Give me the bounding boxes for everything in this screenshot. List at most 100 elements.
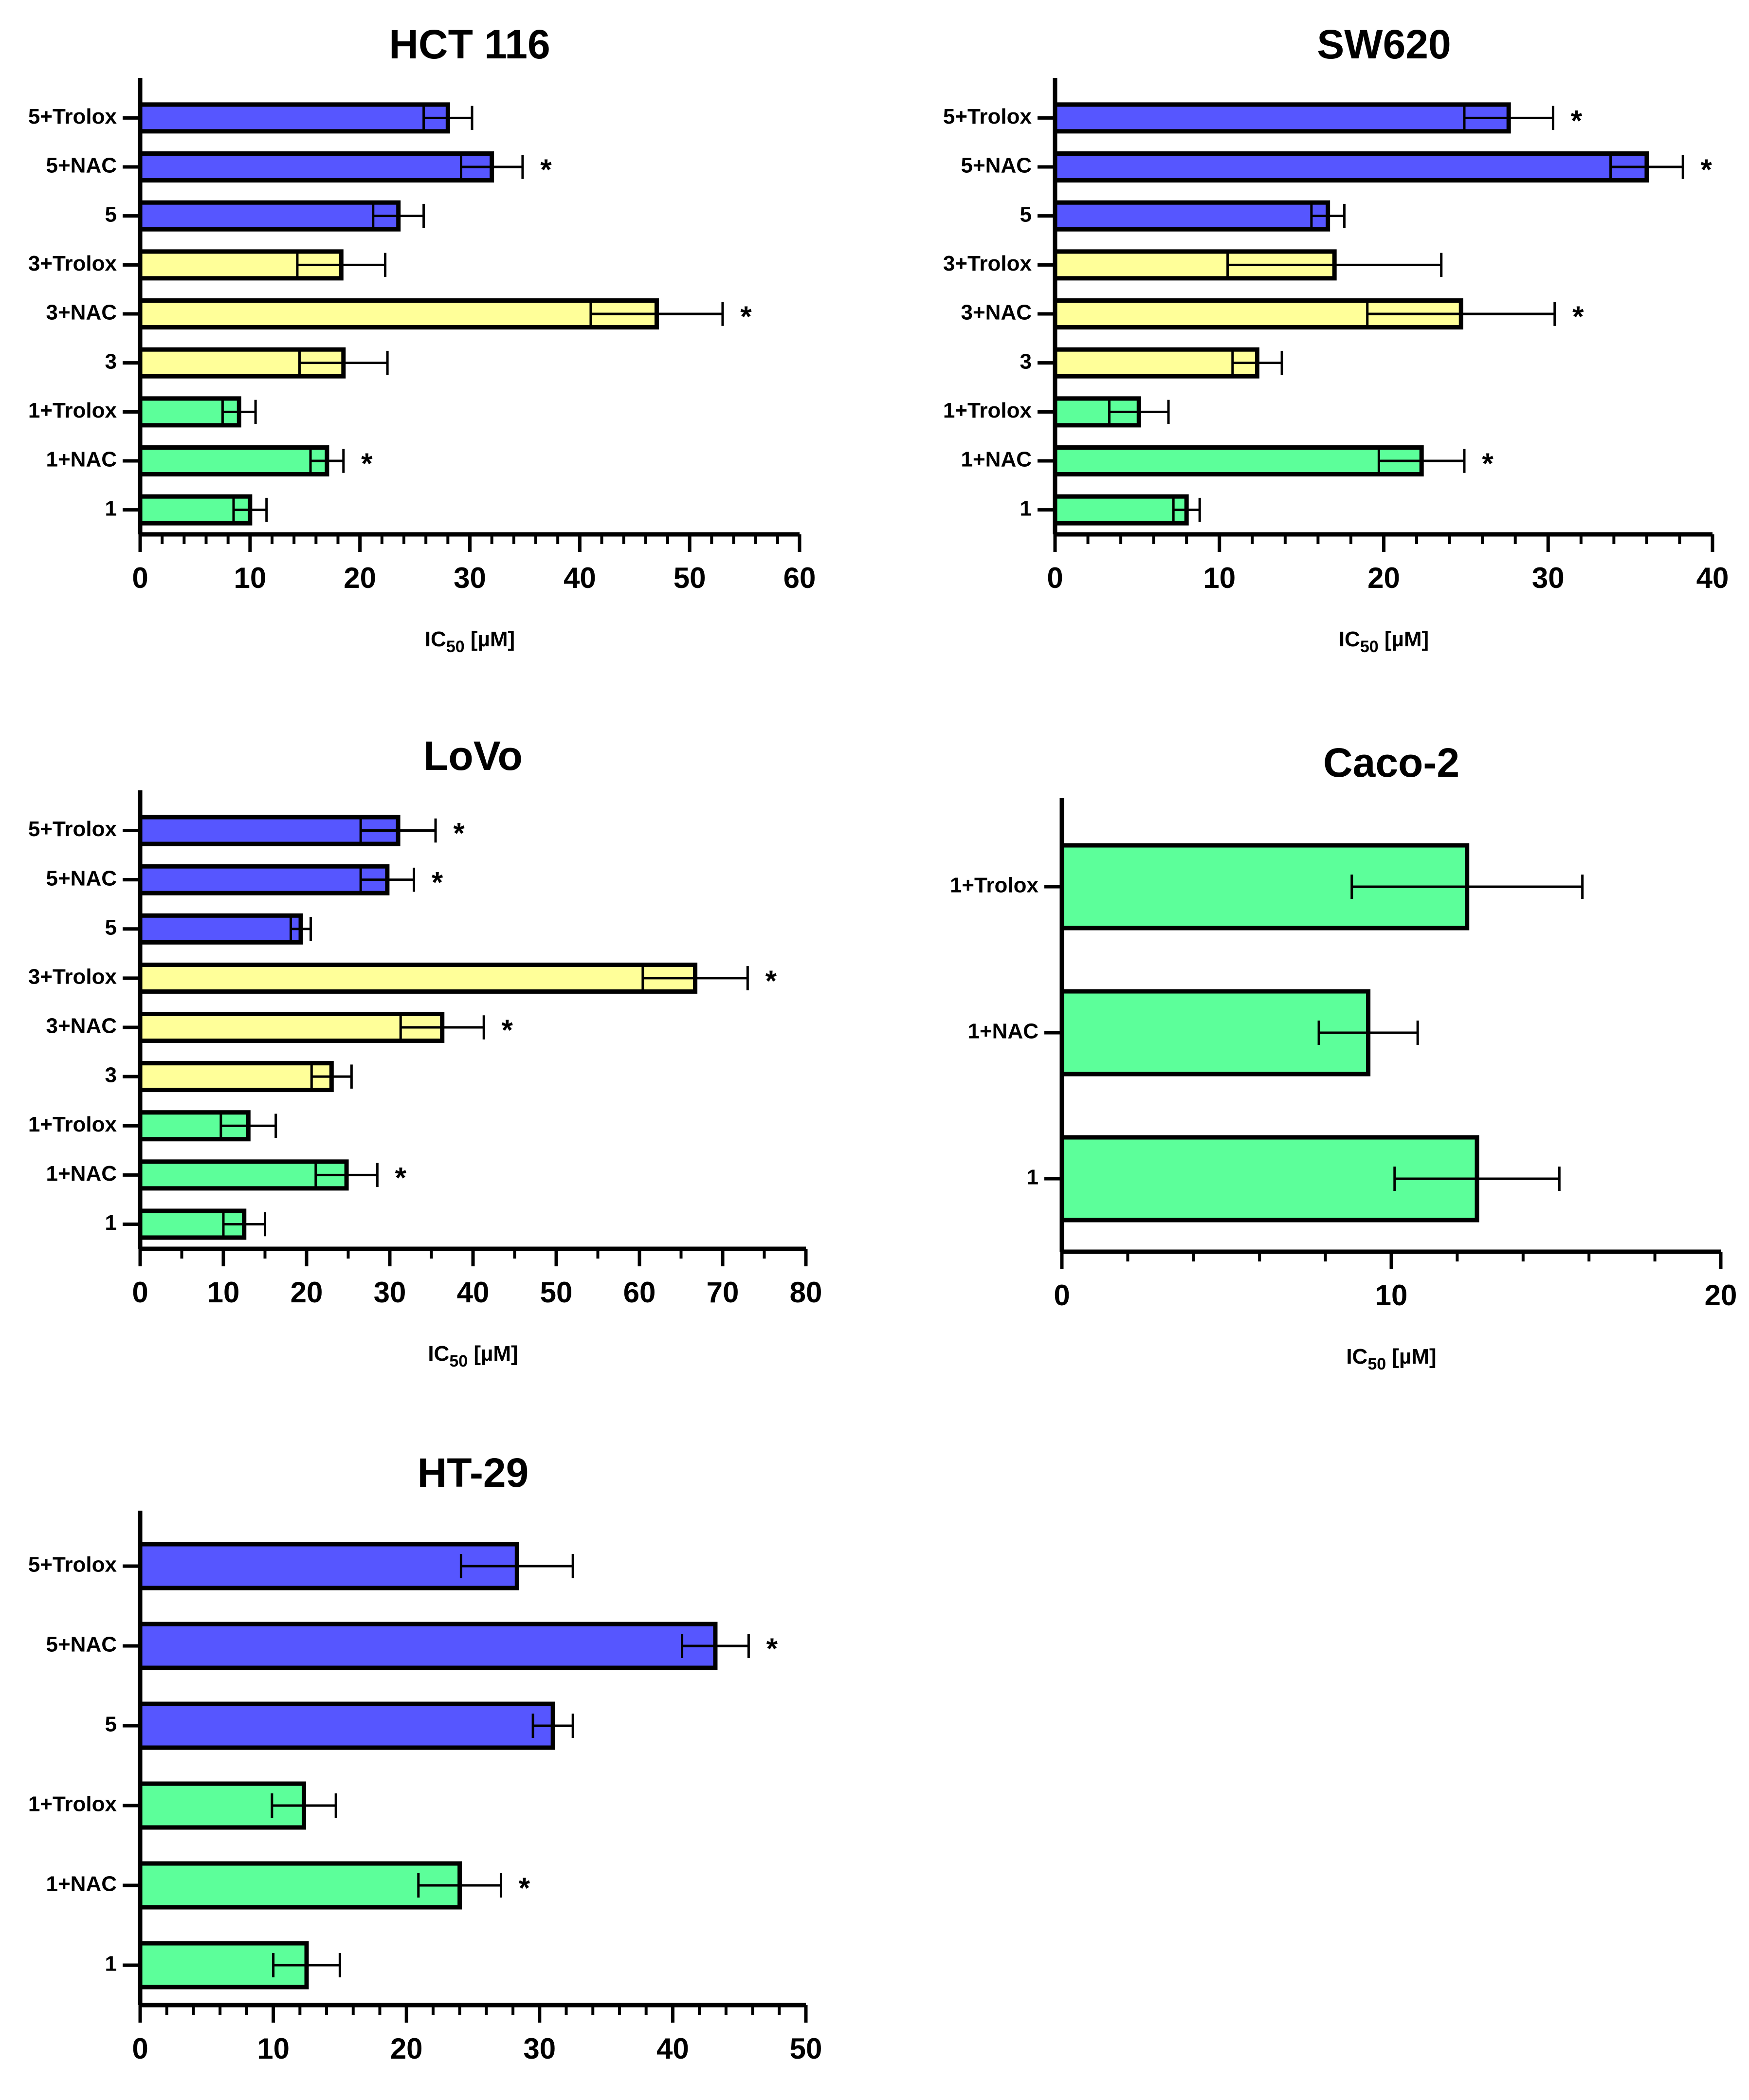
x-tick-label: 40 xyxy=(1696,562,1729,594)
error-bar-5 xyxy=(372,203,425,228)
significance-star: * xyxy=(1701,153,1713,186)
x-tick-label: 30 xyxy=(374,1276,406,1309)
bar-5 xyxy=(138,913,303,945)
bar-5-plus-trolox xyxy=(1053,102,1511,134)
bar-5-plus-nac xyxy=(138,1622,718,1670)
category-label-1-plus-nac: 1+NAC xyxy=(961,448,1032,472)
x-tick-label: 60 xyxy=(783,562,816,594)
error-bar-1-plus-nac xyxy=(1317,1021,1419,1045)
category-label-5-plus-nac: 5+NAC xyxy=(46,154,117,178)
error-bar-1-plus-trolox xyxy=(219,1114,277,1138)
category-label-5: 5 xyxy=(105,202,117,226)
significance-star: * xyxy=(432,866,443,899)
bar-3-plus-trolox xyxy=(138,962,698,994)
significance-star: * xyxy=(519,1872,530,1904)
category-label-3-plus-trolox: 3+Trolox xyxy=(28,252,117,275)
category-label-5: 5 xyxy=(105,1713,117,1736)
x-tick-label: 10 xyxy=(257,2032,290,2065)
category-label-1: 1 xyxy=(1027,1166,1038,1189)
significance-star: * xyxy=(1571,104,1583,137)
category-label-1-plus-trolox: 1+Trolox xyxy=(950,874,1039,897)
error-bar-1-plus-trolox xyxy=(221,400,257,424)
category-label-1-plus-nac: 1+NAC xyxy=(46,448,117,472)
error-bar-1-plus-trolox xyxy=(1350,875,1584,899)
category-label-5-plus-nac: 5+NAC xyxy=(46,1633,117,1657)
panel-title: LoVo xyxy=(423,733,523,779)
significance-star: * xyxy=(453,817,465,850)
error-bar-5-plus-trolox xyxy=(1463,106,1554,130)
error-bar-1-plus-nac xyxy=(417,1873,502,1898)
x-tick-label: 40 xyxy=(564,562,596,594)
error-bar-5-plus-nac xyxy=(681,1634,750,1658)
category-label-3-plus-trolox: 3+Trolox xyxy=(28,965,117,989)
error-bar-1-plus-nac xyxy=(1377,449,1466,473)
x-tick-label: 20 xyxy=(291,1276,323,1309)
x-tick-label: 50 xyxy=(674,562,706,594)
error-bar-1-plus-nac xyxy=(309,449,345,473)
error-bar-5-plus-trolox xyxy=(422,106,474,130)
x-tick-label: 30 xyxy=(454,562,486,594)
x-axis-label: IC50 [µM] xyxy=(1339,627,1429,656)
error-bar-5 xyxy=(290,917,312,941)
x-axis-label: IC50 [µM] xyxy=(428,1342,518,1370)
bar-5-plus-trolox xyxy=(138,1542,519,1590)
error-bar-1-plus-trolox xyxy=(1108,400,1170,424)
bar-5-plus-nac xyxy=(138,151,494,183)
significance-star: * xyxy=(765,965,777,997)
category-label-1-plus-nac: 1+NAC xyxy=(46,1872,117,1896)
category-label-3-plus-nac: 3+NAC xyxy=(46,1014,117,1038)
category-label-5-plus-trolox: 5+Trolox xyxy=(28,1553,117,1577)
panel-title: HT-29 xyxy=(418,1450,529,1496)
category-label-3-plus-nac: 3+NAC xyxy=(961,301,1032,325)
error-bar-1 xyxy=(1393,1167,1561,1191)
bar-1-plus-nac xyxy=(138,1861,462,1910)
error-bar-3-plus-nac xyxy=(1366,302,1556,326)
bar-1 xyxy=(1053,494,1189,526)
x-axis-label: IC50 [µM] xyxy=(425,627,515,656)
bar-1-plus-nac xyxy=(1053,445,1424,476)
category-label-1-plus-trolox: 1+Trolox xyxy=(28,1113,117,1136)
category-label-1: 1 xyxy=(105,1211,117,1235)
bar-5-plus-trolox xyxy=(138,815,401,846)
category-label-5-plus-trolox: 5+Trolox xyxy=(28,817,117,841)
bar-3-plus-nac xyxy=(138,298,659,329)
x-tick-label: 40 xyxy=(656,2032,689,2065)
error-bar-1 xyxy=(232,497,268,522)
category-label-1-plus-nac: 1+NAC xyxy=(968,1020,1039,1043)
x-tick-label: 50 xyxy=(540,1276,573,1309)
category-label-3: 3 xyxy=(105,1063,117,1087)
x-tick-label: 0 xyxy=(1054,1279,1070,1312)
panel-title: SW620 xyxy=(1317,21,1451,67)
bar-1-plus-nac xyxy=(138,445,329,476)
x-tick-label: 10 xyxy=(1375,1279,1408,1312)
x-tick-label: 50 xyxy=(790,2032,822,2065)
error-bar-1-plus-trolox xyxy=(271,1793,337,1818)
panel-hct116: HCT 116 5+Trolox 5+NAC * 5 3+Trolox 3+NAC * 3 1+T… xyxy=(28,21,816,656)
error-bar-3-plus-trolox xyxy=(641,966,749,990)
x-tick-label: 30 xyxy=(523,2032,556,2065)
error-bar-5 xyxy=(531,1714,574,1738)
significance-star: * xyxy=(740,300,752,333)
category-label-1: 1 xyxy=(105,1952,117,1976)
category-label-5-plus-nac: 5+NAC xyxy=(46,866,117,890)
error-bar-5-plus-nac xyxy=(459,155,524,179)
error-bar-1-plus-nac xyxy=(314,1163,379,1187)
panel-title: Caco-2 xyxy=(1323,740,1459,785)
category-label-1-plus-nac: 1+NAC xyxy=(46,1162,117,1186)
error-bar-3-plus-trolox xyxy=(1226,253,1443,277)
error-bar-5-plus-nac xyxy=(359,867,416,892)
x-tick-label: 20 xyxy=(1367,562,1400,594)
category-label-3-plus-nac: 3+NAC xyxy=(46,301,117,325)
x-tick-label: 10 xyxy=(207,1276,240,1309)
bar-5 xyxy=(138,1701,555,1750)
error-bar-3-plus-trolox xyxy=(296,253,387,277)
category-label-5-plus-nac: 5+NAC xyxy=(961,154,1032,178)
category-label-1: 1 xyxy=(105,496,117,520)
panel-title: HCT 116 xyxy=(389,21,550,67)
bar-5-plus-nac xyxy=(1053,151,1649,183)
error-bar-1 xyxy=(272,1953,341,1977)
x-axis-label: IC50 [µM] xyxy=(428,2098,518,2100)
category-label-3: 3 xyxy=(1020,349,1032,373)
error-bar-3 xyxy=(298,350,389,375)
x-tick-label: 80 xyxy=(790,1276,822,1309)
